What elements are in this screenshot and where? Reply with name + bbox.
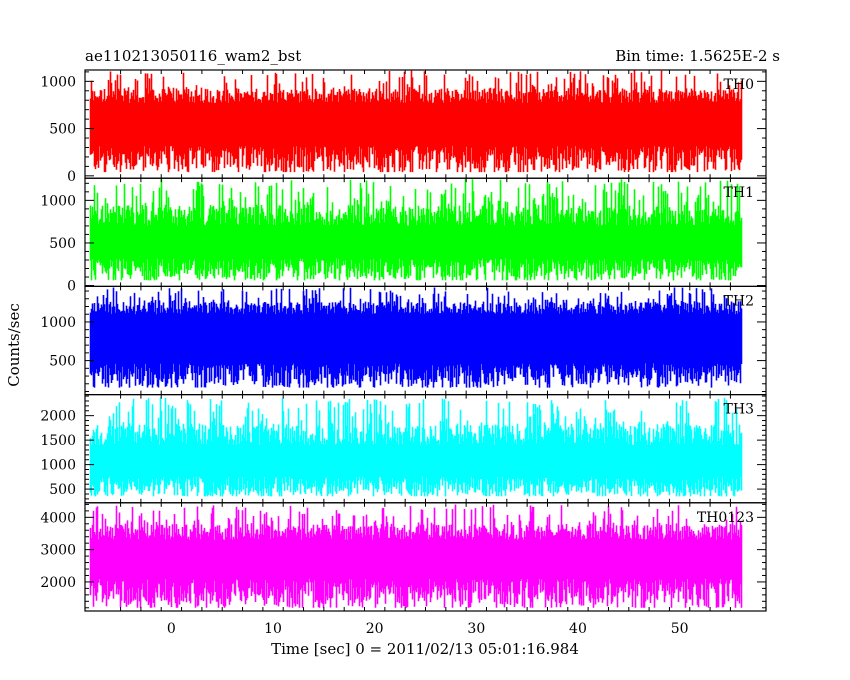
panel-th3: 500 1000 1500 2000 TH3 (40, 394, 767, 504)
panel-th2: 500 1000 TH2 (40, 285, 767, 396)
y-tick-label: 1500 (40, 433, 76, 449)
x-tick-label: 30 (467, 621, 485, 637)
series-th0 (89, 70, 743, 173)
y-tick-label: 500 (49, 236, 76, 252)
x-tick-label: 20 (366, 621, 384, 637)
y-axis-label: Counts/sec (5, 303, 23, 387)
x-tick-label: 50 (671, 621, 689, 637)
y-tick-label: 1000 (40, 315, 76, 331)
series-th3 (89, 397, 743, 497)
panel-name-label: TH0123 (697, 510, 754, 526)
y-tick-label: 1000 (40, 74, 76, 90)
series-th1 (89, 179, 743, 281)
x-axis-label: Time [sec] 0 = 2011/02/13 05:01:16.984 (271, 640, 579, 658)
y-tick-label: 500 (49, 354, 76, 370)
y-tick-label: 0 (67, 279, 76, 295)
y-tick-label: 500 (49, 122, 76, 138)
chart-title-left: ae110213050116_wam2_bst (85, 47, 301, 65)
panel-th0: 0 500 1000 TH0 (40, 69, 767, 185)
y-tick-label: 500 (49, 482, 76, 498)
y-tick-label: 1000 (40, 458, 76, 474)
x-tick-label: 10 (264, 621, 282, 637)
x-tick-label: 40 (569, 621, 587, 637)
y-tick-label: 2000 (40, 575, 76, 591)
panel-name-label: TH2 (724, 293, 754, 309)
chart-title-right: Bin time: 1.5625E-2 s (615, 47, 780, 65)
y-tick-label: 1000 (40, 193, 76, 209)
y-tick-label: 4000 (40, 510, 76, 526)
series-th0123 (89, 504, 743, 608)
panel-name-label: TH1 (724, 185, 754, 201)
panel-th1: 0 500 1000 TH1 (40, 177, 767, 295)
y-tick-label: 3000 (40, 543, 76, 559)
series-th2 (89, 287, 743, 388)
x-tick-label: 0 (167, 621, 176, 637)
panel-name-label: TH0 (724, 77, 754, 93)
y-tick-label: 0 (67, 169, 76, 185)
panel-th0123: 2000 3000 4000 TH0123 (40, 502, 767, 612)
y-tick-label: 2000 (40, 409, 76, 425)
panel-name-label: TH3 (724, 402, 754, 418)
